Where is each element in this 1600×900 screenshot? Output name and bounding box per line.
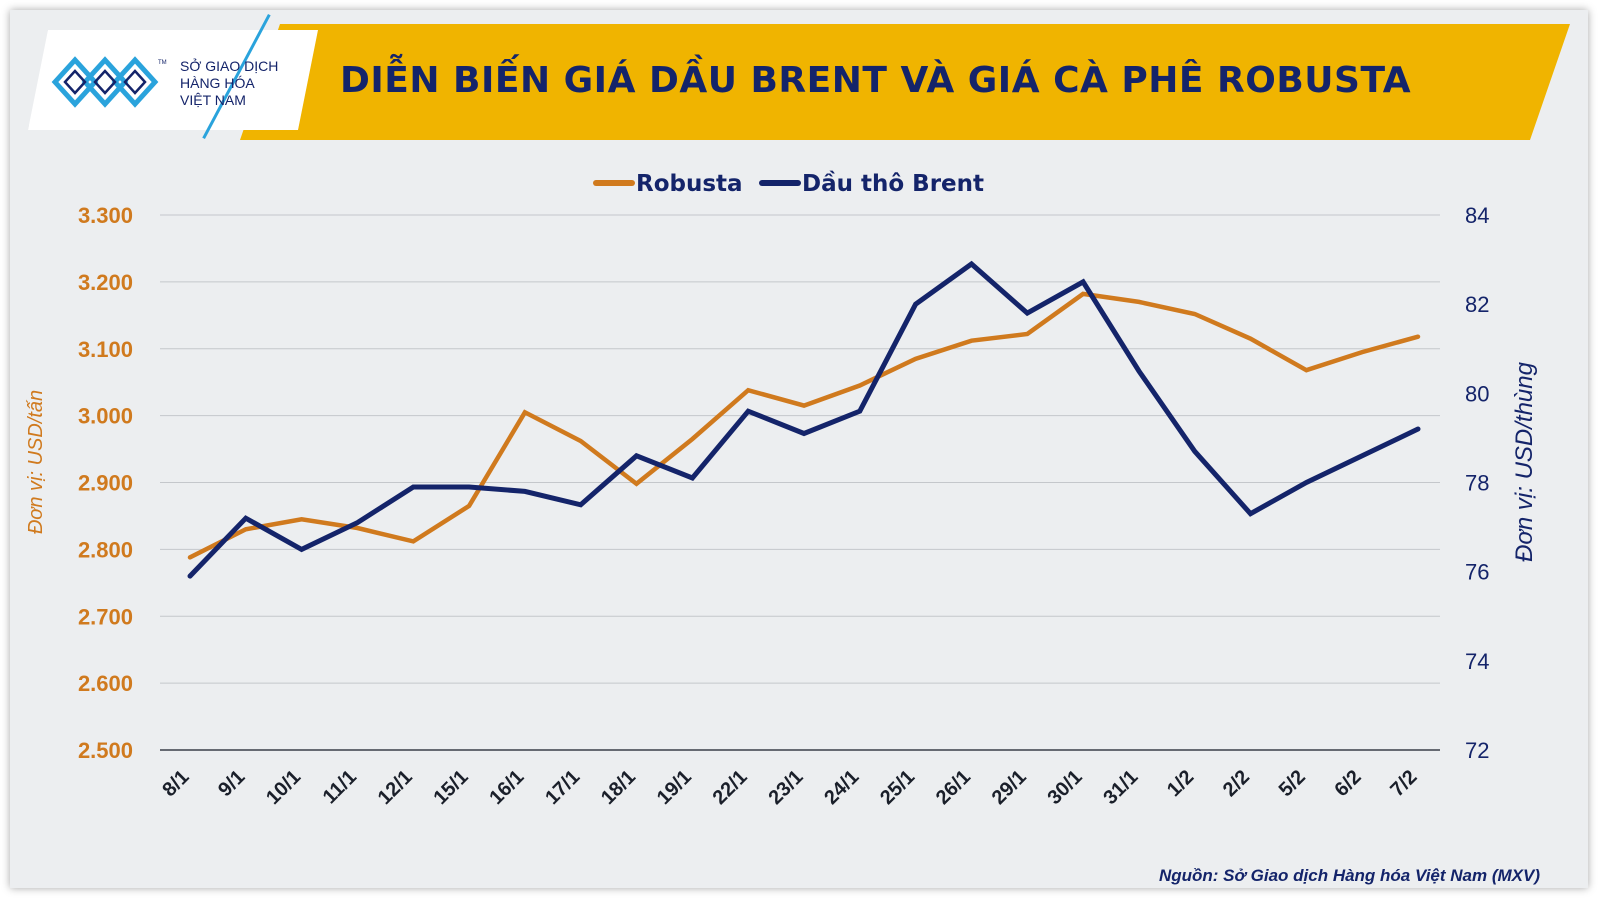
x-tick-label: 19/1 <box>653 766 696 809</box>
mxv-logo-icon: TM <box>51 56 167 108</box>
logo-line-2: HÀNG HÓA <box>180 75 255 91</box>
y-right-ticks: 72 74 76 78 80 82 84 <box>1465 203 1489 763</box>
x-tick-label: 24/1 <box>820 766 863 809</box>
x-tick-label: 10/1 <box>262 766 305 809</box>
x-tick-label: 15/1 <box>430 766 473 809</box>
logo-tm: TM <box>158 60 167 66</box>
y-left-tick-label: 2.700 <box>78 604 133 629</box>
y-right-label: Đơn vị: USD/thùng <box>1511 361 1538 562</box>
series-lines <box>187 260 1421 579</box>
x-tick-label: 1/2 <box>1163 766 1198 801</box>
chart-title: DIỄN BIẾN GIÁ DẦU BRENT VÀ GIÁ CÀ PHÊ RO… <box>340 60 1412 101</box>
logo-text: SỞ GIAO DỊCH HÀNG HÓA VIỆT NAM <box>180 58 278 109</box>
x-tick-label: 9/1 <box>214 766 249 801</box>
logo-box <box>28 30 318 130</box>
chart-frame <box>10 10 1588 888</box>
logo-line-3: VIỆT NAM <box>180 92 246 108</box>
y-right-tick-label: 80 <box>1465 381 1489 406</box>
legend-label-brent: Dầu thô Brent <box>802 170 984 197</box>
y-left-tick-label: 3.300 <box>78 203 133 228</box>
y-left-tick-label: 2.800 <box>78 537 133 562</box>
y-left-tick-label: 2.900 <box>78 471 133 496</box>
x-tick-label: 5/2 <box>1275 766 1310 801</box>
y-left-ticks: 2.500 2.600 2.700 2.800 2.900 3.000 3.100 3.200… <box>78 203 133 763</box>
x-tick-label: 2/2 <box>1219 766 1254 801</box>
legend: Robusta Dầu thô Brent <box>593 170 984 197</box>
x-tick-label: 30/1 <box>1044 766 1087 809</box>
x-tick-label: 22/1 <box>709 766 752 809</box>
y-left-tick-label: 3.200 <box>78 270 133 295</box>
x-tick-label: 26/1 <box>932 766 975 809</box>
y-right-tick-label: 74 <box>1465 649 1489 674</box>
x-tick-label: 17/1 <box>541 766 584 809</box>
x-ticks: 8/1 9/1 10/1 11/1 12/1 15/1 16/1 17/1 18/1 19/1 22… <box>158 766 1421 809</box>
y-right-tick-label: 72 <box>1465 738 1489 763</box>
x-tick-label: 8/1 <box>158 766 193 801</box>
y-left-label: Đơn vị: USD/tấn <box>25 390 47 534</box>
x-tick-label: 25/1 <box>876 766 919 809</box>
x-tick-label: 7/2 <box>1386 766 1421 801</box>
y-right-tick-label: 78 <box>1465 471 1489 496</box>
x-tick-label: 11/1 <box>319 766 361 808</box>
y-right-tick-label: 84 <box>1465 203 1489 228</box>
x-tick-label: 12/1 <box>374 766 417 809</box>
y-left-tick-label: 2.500 <box>78 738 133 763</box>
legend-label-robusta: Robusta <box>636 171 743 197</box>
y-left-tick-label: 3.000 <box>78 404 133 429</box>
source-note: Nguồn: Sở Giao dịch Hàng hóa Việt Nam (M… <box>1158 866 1540 885</box>
title-banner <box>240 24 1570 140</box>
logo-line-1: SỞ GIAO DỊCH <box>180 58 279 74</box>
x-tick-label: 18/1 <box>597 766 640 809</box>
x-tick-label: 16/1 <box>485 766 528 809</box>
x-tick-label: 23/1 <box>764 766 807 809</box>
y-right-tick-label: 82 <box>1465 292 1489 317</box>
series-line-brent <box>187 260 1421 579</box>
series-line-robusta <box>187 291 1421 560</box>
y-left-tick-label: 3.100 <box>78 337 133 362</box>
grid-lines <box>160 214 1440 751</box>
x-tick-label: 29/1 <box>988 766 1031 809</box>
y-left-tick-label: 2.600 <box>78 671 133 696</box>
x-tick-label: 31/1 <box>1099 766 1142 809</box>
x-tick-label: 6/2 <box>1330 766 1365 801</box>
y-right-tick-label: 76 <box>1465 560 1489 585</box>
